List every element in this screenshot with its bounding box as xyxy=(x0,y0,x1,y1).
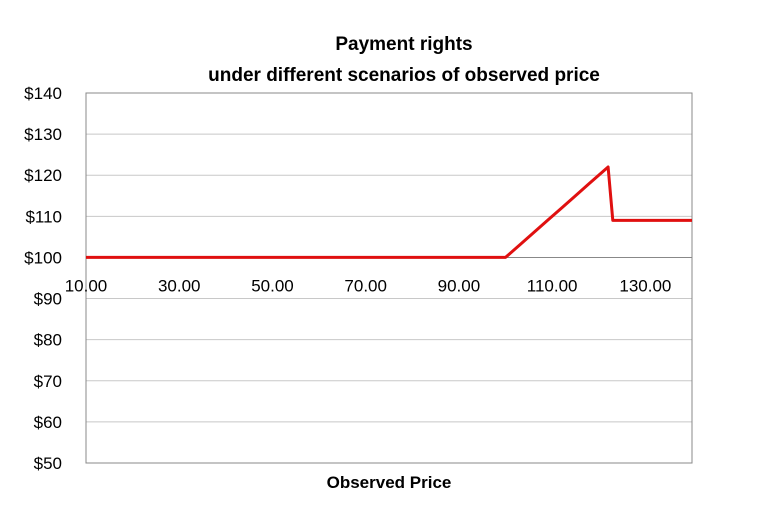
y-tick-label: $130 xyxy=(24,125,62,144)
y-tick-label: $140 xyxy=(24,84,62,103)
x-tick-label: 110.00 xyxy=(527,276,578,295)
series-line xyxy=(86,165,692,259)
x-axis-label: Observed Price xyxy=(327,473,452,492)
y-tick-label: $60 xyxy=(34,413,62,432)
y-tick-label: $100 xyxy=(24,248,62,267)
y-tick-label: $50 xyxy=(34,454,62,473)
chart-title-line-2: under different scenarios of observed pr… xyxy=(208,65,600,86)
x-tick-label: 90.00 xyxy=(438,276,481,295)
y-tick-label: $70 xyxy=(34,372,62,391)
y-tick-label: $110 xyxy=(25,207,62,226)
x-tick-label: 50.00 xyxy=(251,276,294,295)
x-tick-labels: 10.00 30.00 50.00 70.00 90.00 110.00 130.00 xyxy=(65,276,672,295)
x-tick-label: 30.00 xyxy=(158,276,201,295)
y-tick-label: $80 xyxy=(34,331,62,350)
series-lines xyxy=(86,165,692,259)
y-tick-label: $120 xyxy=(24,166,62,185)
y-tick-label: $90 xyxy=(34,290,62,309)
plot-area-border xyxy=(85,92,693,464)
y-tick-labels: $140 $130 $120 $110 $100 $90 $80 $70 $60 $50 xyxy=(24,84,62,473)
chart-title-line-1: Payment rights xyxy=(335,34,472,55)
x-tick-label: 10.00 xyxy=(65,276,108,295)
x-tick-label: 130.00 xyxy=(619,276,671,295)
x-tick-label: 70.00 xyxy=(344,276,387,295)
